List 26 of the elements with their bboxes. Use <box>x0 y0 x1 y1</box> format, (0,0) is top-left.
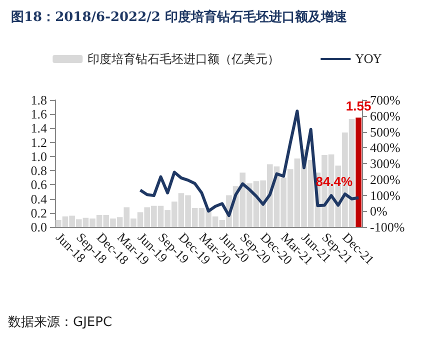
y-tick-label: 0.6 <box>30 177 48 192</box>
y-tick-label: 1.8 <box>30 92 47 108</box>
y2-tick-label: 200% <box>370 172 400 187</box>
y-tick-label: 0.2 <box>30 205 47 220</box>
y-tick-label: 1.0 <box>30 148 47 164</box>
y-tick-label: 0.4 <box>30 191 48 206</box>
y2-tick-label: 700% <box>370 92 400 108</box>
legend-label: 印度培育钻石毛坯进口额（亿美元） <box>88 52 280 66</box>
y2-tick-label: 100% <box>370 188 400 203</box>
bar <box>356 118 362 227</box>
y2-tick-label: -100% <box>370 220 405 234</box>
y2-tick-label: 600% <box>370 108 400 124</box>
line-series <box>138 110 360 218</box>
y2-tick-label: 400% <box>370 140 400 156</box>
y-tick-label: 1.6 <box>30 106 48 122</box>
y-tick-label: 0.8 <box>30 163 47 178</box>
legend-label: YOY <box>354 52 382 66</box>
y2-tick-label: 300% <box>370 156 400 171</box>
source-note: 数据来源：GJEPC <box>8 315 112 330</box>
y-tick-label: 0.0 <box>30 220 47 234</box>
y2-tick-label: 0% <box>370 204 388 219</box>
y-tick-label: 1.4 <box>30 120 48 136</box>
chart-title: 图18：2018/6-2022/2 印度培育钻石毛坯进口额及增速 <box>11 9 348 25</box>
y-tick-label: 1.2 <box>30 134 47 150</box>
data-label: 1.55 <box>346 98 372 114</box>
y2-tick-label: 500% <box>370 124 400 140</box>
